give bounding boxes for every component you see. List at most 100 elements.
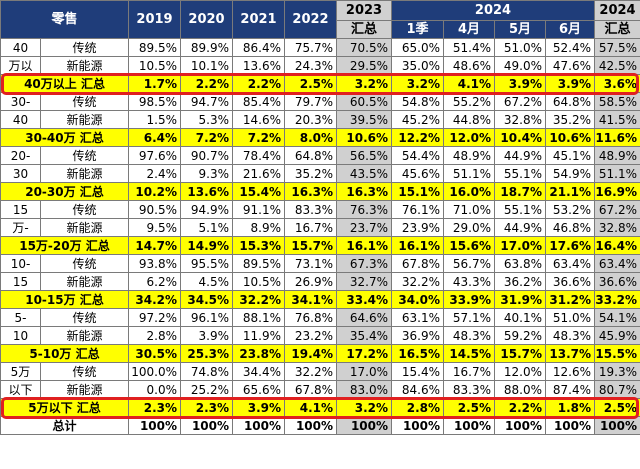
subtotal-value: 10.6% <box>545 128 596 147</box>
value-cell: 14.6% <box>232 110 286 129</box>
subtotal-value: 2.5% <box>284 74 338 93</box>
subtotal-value: 16.4% <box>594 236 640 255</box>
value-cell: 6.2% <box>128 272 182 291</box>
value-cell: 35.0% <box>391 56 445 75</box>
subtotal-value: 34.1% <box>284 290 338 309</box>
total-value: 100% <box>128 416 182 435</box>
value-cell: 21.6% <box>232 164 286 183</box>
subtotal-row: 40万以上 汇总 1.7% 2.2% 2.2% 2.5% 3.2% 3.2% 4.1% 3.9%… <box>0 74 640 93</box>
subtotal-value: 34.2% <box>128 290 182 309</box>
price-band-label: 20- <box>0 146 41 165</box>
subtotal-row: 15万-20万 汇总 14.7% 14.9% 15.3% 15.7% 16.1% 16.1%… <box>0 236 640 255</box>
value-cell: 1.5% <box>128 110 182 129</box>
total-value: 100% <box>545 416 596 435</box>
subtotal-value: 25.3% <box>180 344 234 363</box>
value-cell: 53.2% <box>545 200 596 219</box>
subtotal-value: 7.2% <box>232 128 286 147</box>
value-cell: 40.1% <box>494 308 547 327</box>
header-row-2: 汇总 1季 4月 5月 6月 汇总 <box>1 20 640 39</box>
value-cell: 83.3% <box>284 200 338 219</box>
header-2024-summary: 汇总 <box>594 20 640 39</box>
subtotal-value: 12.2% <box>391 128 445 147</box>
subtotal-value: 3.2% <box>336 74 393 93</box>
subtotal-value: 33.4% <box>336 290 393 309</box>
price-band-label: 以下 <box>0 380 41 399</box>
value-cell: 67.8% <box>391 254 445 273</box>
value-cell: 54.8% <box>391 92 445 111</box>
value-cell: 51.0% <box>545 308 596 327</box>
total-value: 100% <box>284 416 338 435</box>
total-value: 100% <box>391 416 445 435</box>
table-row: 10 新能源 2.8% 3.9% 11.9% 23.2% 35.4% 36.9% 48.3% 59… <box>0 326 640 345</box>
powertrain-type: 传统 <box>39 200 130 219</box>
value-cell: 87.4% <box>545 380 596 399</box>
value-cell: 43.5% <box>336 164 393 183</box>
price-band-label: 5- <box>0 308 41 327</box>
subtotal-value: 2.5% <box>443 398 496 417</box>
value-cell: 64.8% <box>545 92 596 111</box>
subtotal-value: 16.9% <box>594 182 640 201</box>
value-cell: 64.8% <box>284 146 338 165</box>
subtotal-value: 31.2% <box>545 290 596 309</box>
total-label: 总计 <box>0 416 130 435</box>
price-band-label: 10 <box>0 326 41 345</box>
value-cell: 32.2% <box>284 362 338 381</box>
value-cell: 76.1% <box>391 200 445 219</box>
header-retail: 零售 <box>0 0 130 39</box>
table-row: 5万 传统 100.0% 74.8% 34.4% 32.2% 17.0% 15.4% 16.7%… <box>0 362 640 381</box>
value-cell: 8.9% <box>232 218 286 237</box>
total-value: 100% <box>180 416 234 435</box>
subtotal-label: 15万-20万 汇总 <box>0 236 130 255</box>
value-cell: 35.2% <box>284 164 338 183</box>
value-cell: 67.2% <box>494 92 547 111</box>
value-cell: 63.4% <box>545 254 596 273</box>
value-cell: 56.5% <box>336 146 393 165</box>
value-cell: 55.1% <box>494 200 547 219</box>
value-cell: 5.3% <box>180 110 234 129</box>
subtotal-label: 5万以下 汇总 <box>0 398 130 417</box>
subtotal-value: 1.7% <box>128 74 182 93</box>
subtotal-value: 7.2% <box>180 128 234 147</box>
value-cell: 32.8% <box>594 218 640 237</box>
value-cell: 10.5% <box>232 272 286 291</box>
value-cell: 36.9% <box>391 326 445 345</box>
subtotal-value: 2.2% <box>180 74 234 93</box>
value-cell: 25.2% <box>180 380 234 399</box>
value-cell: 97.6% <box>128 146 182 165</box>
value-cell: 84.6% <box>391 380 445 399</box>
subtotal-value: 33.9% <box>443 290 496 309</box>
value-cell: 65.6% <box>232 380 286 399</box>
value-cell: 88.0% <box>494 380 547 399</box>
subtotal-value: 3.6% <box>594 74 640 93</box>
value-cell: 29.0% <box>443 218 496 237</box>
subtotal-label: 10-15万 汇总 <box>0 290 130 309</box>
value-cell: 44.9% <box>494 146 547 165</box>
value-cell: 57.5% <box>594 38 640 57</box>
price-band-label: 40 <box>0 38 41 57</box>
value-cell: 45.1% <box>545 146 596 165</box>
value-cell: 89.9% <box>180 38 234 57</box>
header-2023-summary: 汇总 <box>336 20 393 39</box>
powertrain-type: 新能源 <box>39 110 130 129</box>
value-cell: 89.5% <box>232 254 286 273</box>
header-row-1: 零售 2019 2020 2021 2022 2023 2024 2024 <box>0 0 640 39</box>
value-cell: 73.1% <box>284 254 338 273</box>
subtotal-value: 11.6% <box>594 128 640 147</box>
value-cell: 11.9% <box>232 326 286 345</box>
value-cell: 74.8% <box>180 362 234 381</box>
value-cell: 35.2% <box>545 110 596 129</box>
subtotal-value: 16.0% <box>443 182 496 201</box>
price-band-label: 30 <box>0 164 41 183</box>
value-cell: 39.5% <box>336 110 393 129</box>
powertrain-type: 新能源 <box>39 218 130 237</box>
price-band-label: 15 <box>0 272 41 291</box>
value-cell: 95.5% <box>180 254 234 273</box>
header-q1: 1季 <box>391 20 445 39</box>
value-cell: 67.2% <box>594 200 640 219</box>
table-row: 30 新能源 2.4% 9.3% 21.6% 35.2% 43.5% 45.6% 51.1% 55… <box>0 164 640 183</box>
table-row: 10- 传统 93.8% 95.5% 89.5% 73.1% 67.3% 67.8% 56.7%… <box>0 254 640 273</box>
table-row: 万以 新能源 10.5% 10.1% 13.6% 24.3% 29.5% 35.0% 48.6%… <box>0 56 640 75</box>
value-cell: 2.4% <box>128 164 182 183</box>
value-cell: 32.8% <box>494 110 547 129</box>
value-cell: 45.9% <box>594 326 640 345</box>
